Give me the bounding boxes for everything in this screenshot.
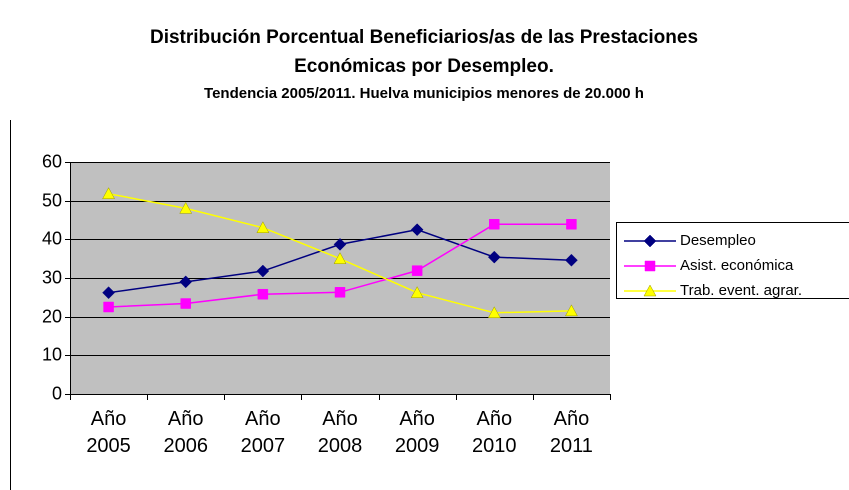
data-point xyxy=(487,250,501,264)
legend-box xyxy=(616,222,849,299)
data-point xyxy=(256,264,270,278)
x-tick-label: Año 2008 xyxy=(317,408,363,457)
x-tick-label: Año 2009 xyxy=(394,408,440,457)
x-tick-label: Año 2011 xyxy=(549,408,593,457)
y-tick-label: 60 xyxy=(42,151,62,171)
data-point xyxy=(334,287,346,298)
legend-label: Asist. económica xyxy=(680,257,794,274)
legend-marker xyxy=(643,234,657,248)
y-tick-label: 0 xyxy=(52,383,62,403)
x-tick-label: Año 2006 xyxy=(163,408,208,457)
data-point xyxy=(410,223,424,237)
data-point xyxy=(333,238,347,251)
data-point xyxy=(566,219,577,230)
legend-marker xyxy=(643,284,657,297)
y-tick-label: 50 xyxy=(42,190,62,210)
legend-marker xyxy=(644,260,656,272)
x-tick-label: Año 2005 xyxy=(86,408,131,457)
data-point xyxy=(256,221,270,233)
data-point xyxy=(179,275,193,289)
data-point xyxy=(179,201,193,214)
data-point xyxy=(257,288,269,300)
chart-title: Económicas por Desempleo. xyxy=(294,56,554,77)
y-tick-label: 20 xyxy=(42,306,62,326)
chart-title: Distribución Porcentual Beneficiarios/as… xyxy=(150,27,698,48)
data-point xyxy=(410,286,424,298)
data-point xyxy=(333,252,347,264)
data-point xyxy=(102,286,115,300)
data-point xyxy=(487,306,501,319)
data-point xyxy=(489,219,500,230)
x-tick-label: Año 2007 xyxy=(240,408,286,457)
legend-label: Trab. event. agrar. xyxy=(680,282,802,299)
data-point xyxy=(565,253,578,267)
chart-subtitle: Tendencia 2005/2011. Huelva municipios m… xyxy=(204,85,644,102)
y-tick-label: 10 xyxy=(42,344,62,364)
data-point xyxy=(102,187,115,199)
x-tick-label: Año 2010 xyxy=(472,408,517,457)
legend-label: Desempleo xyxy=(680,232,756,249)
data-point xyxy=(180,298,191,309)
data-point xyxy=(103,301,114,313)
data-point xyxy=(565,304,578,317)
y-tick-label: 30 xyxy=(42,267,62,287)
data-point xyxy=(411,265,423,276)
y-tick-label: 40 xyxy=(42,228,62,248)
